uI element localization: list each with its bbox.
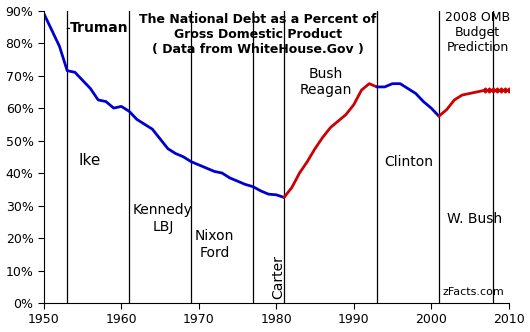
Text: Nixon
Ford: Nixon Ford	[195, 229, 234, 260]
Text: Bush
Reagan: Bush Reagan	[299, 67, 352, 97]
Text: Carter: Carter	[271, 255, 285, 299]
Text: Truman: Truman	[69, 22, 128, 36]
Text: zFacts.com: zFacts.com	[442, 287, 504, 297]
Text: Kennedy
LBJ: Kennedy LBJ	[133, 204, 193, 234]
Text: Ike: Ike	[79, 152, 101, 168]
Text: Clinton: Clinton	[385, 155, 434, 169]
Text: W. Bush: W. Bush	[447, 211, 502, 225]
Text: 2008 OMB
Budget
Prediction: 2008 OMB Budget Prediction	[445, 11, 510, 53]
Text: The National Debt as a Percent of
Gross Domestic Product
( Data from WhiteHouse.: The National Debt as a Percent of Gross …	[139, 14, 376, 56]
